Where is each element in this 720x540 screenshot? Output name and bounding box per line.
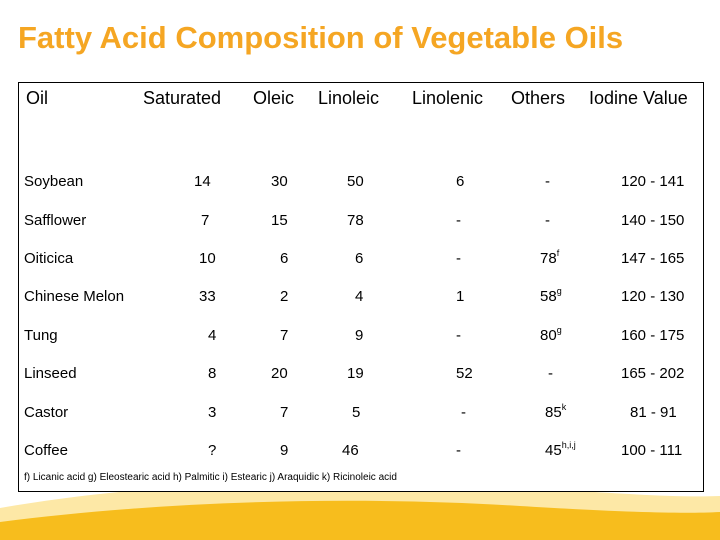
cell-oleic: 15	[271, 212, 288, 229]
cell-oleic: 7	[280, 327, 289, 344]
cell-oil: Coffee	[24, 442, 68, 459]
cell-linoleic: 50	[347, 173, 364, 190]
cell-saturated: ?	[208, 442, 217, 459]
cell-linoleic: 4	[355, 288, 364, 305]
cell-oil: Soybean	[24, 173, 84, 190]
cell-linoleic: 78	[347, 212, 364, 229]
cell-linolenic: 6	[456, 173, 465, 190]
table-footnote: f) Licanic acid g) Eleostearic acid h) P…	[24, 472, 397, 483]
cell-oleic: 2	[280, 288, 289, 305]
cell-others: 80g	[540, 325, 562, 344]
cell-linolenic: -	[461, 404, 466, 421]
cell-iodine-value: 120 - 141	[621, 173, 685, 190]
header-oleic: Oleic	[253, 88, 295, 108]
header-saturated: Saturated	[143, 88, 222, 108]
header-linoleic: Linoleic	[318, 88, 380, 108]
cell-linoleic: 5	[352, 404, 361, 421]
cell-others: -	[545, 212, 550, 229]
header-iodine-value: Iodine Value	[589, 88, 688, 108]
cell-others: 85k	[545, 402, 567, 421]
header-others: Others	[511, 88, 566, 108]
decorative-wave	[0, 481, 720, 540]
cell-iodine-value: 140 - 150	[621, 212, 685, 229]
cell-oil: Safflower	[24, 212, 87, 229]
cell-iodine-value: 160 - 175	[621, 327, 685, 344]
cell-others: 45h,i,j	[545, 440, 576, 459]
cell-saturated: 4	[208, 327, 217, 344]
cell-linolenic: 52	[456, 365, 473, 382]
cell-saturated: 33	[199, 288, 216, 305]
cell-oil: Tung	[24, 327, 58, 344]
cell-linolenic: -	[456, 212, 461, 229]
cell-linoleic: 6	[355, 250, 364, 267]
cell-others: 58g	[540, 286, 562, 305]
cell-linolenic: -	[456, 327, 461, 344]
cell-saturated: 10	[199, 250, 216, 267]
cell-oil: Oiticica	[24, 250, 74, 267]
cell-oil: Linseed	[24, 365, 77, 382]
cell-iodine-value: 81 - 91	[630, 404, 677, 421]
cell-iodine-value: 120 - 130	[621, 288, 685, 305]
cell-linoleic: 9	[355, 327, 364, 344]
cell-iodine-value: 165 - 202	[621, 365, 685, 382]
cell-oleic: 7	[280, 404, 289, 421]
cell-saturated: 14	[194, 173, 211, 190]
cell-saturated: 7	[201, 212, 210, 229]
cell-linoleic: 19	[347, 365, 364, 382]
cell-iodine-value: 100 - 111	[621, 442, 683, 459]
cell-oleic: 6	[280, 250, 289, 267]
cell-oil: Castor	[24, 404, 69, 421]
cell-linoleic: 46	[342, 442, 359, 459]
composition-table	[18, 82, 704, 492]
cell-oleic: 9	[280, 442, 289, 459]
cell-iodine-value: 147 - 165	[621, 250, 685, 267]
cell-oleic: 20	[271, 365, 288, 382]
cell-others: -	[548, 365, 553, 382]
cell-linolenic: -	[456, 442, 461, 459]
cell-oil: Chinese Melon	[24, 288, 125, 305]
cell-saturated: 8	[208, 365, 217, 382]
cell-oleic: 30	[271, 173, 288, 190]
cell-linolenic: 1	[456, 288, 465, 305]
slide-title: Fatty Acid Composition of Vegetable Oils	[18, 20, 624, 55]
cell-linolenic: -	[456, 250, 461, 267]
header-oil: Oil	[26, 88, 48, 108]
cell-saturated: 3	[208, 404, 217, 421]
cell-others: 78f	[540, 248, 560, 267]
header-linolenic: Linolenic	[412, 88, 484, 108]
cell-others: -	[545, 173, 550, 190]
